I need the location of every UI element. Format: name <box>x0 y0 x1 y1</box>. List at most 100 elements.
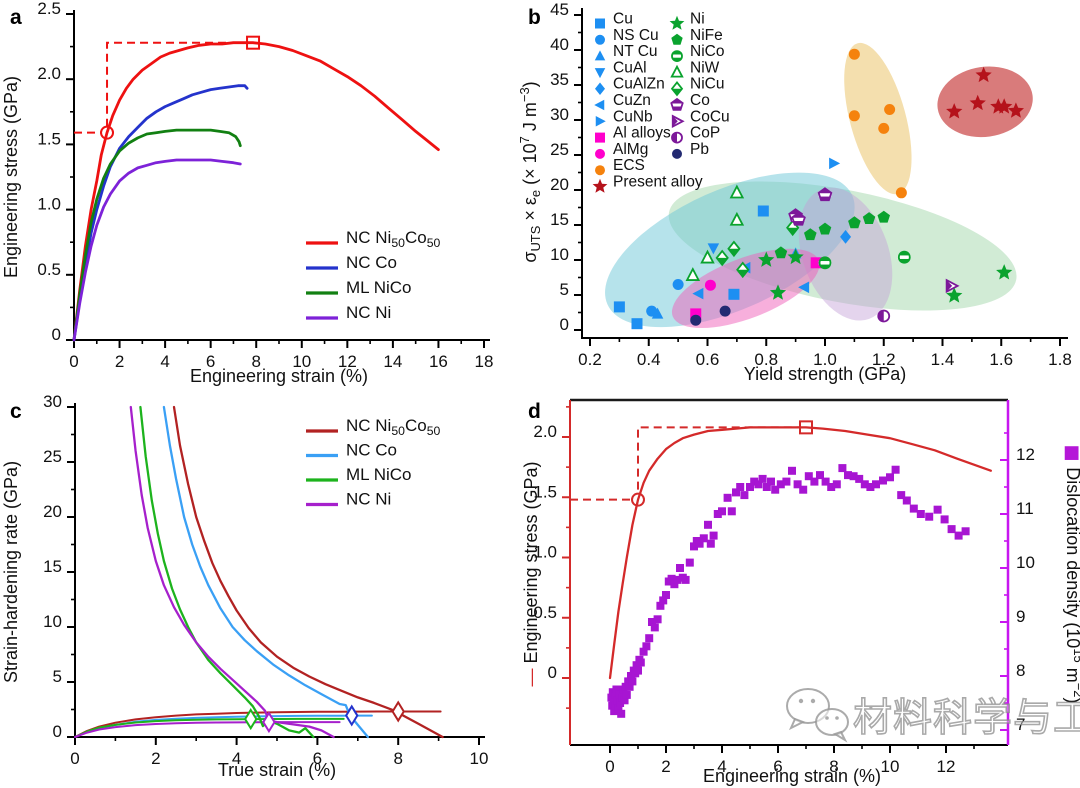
svg-text:ECS: ECS <box>613 157 645 174</box>
svg-text:15: 15 <box>550 210 569 229</box>
svg-text:2.0: 2.0 <box>533 422 557 441</box>
svg-text:0: 0 <box>70 749 79 768</box>
panel-d-stress-curve <box>608 426 992 680</box>
svg-text:Cu: Cu <box>613 11 633 28</box>
svg-text:4: 4 <box>717 757 726 776</box>
svg-text:10: 10 <box>550 245 569 264</box>
svg-text:4: 4 <box>160 352 169 371</box>
svg-text:2.0: 2.0 <box>37 64 61 83</box>
svg-text:CuNb: CuNb <box>613 108 653 125</box>
svg-text:10: 10 <box>43 612 62 631</box>
svg-text:10: 10 <box>292 352 311 371</box>
panel-c-x-axis-label: True strain (%) <box>218 760 336 780</box>
svg-text:True strain (%): True strain (%) <box>218 760 336 780</box>
svg-text:15: 15 <box>43 557 62 576</box>
svg-text:NC Co: NC Co <box>346 441 397 460</box>
svg-text:12: 12 <box>338 352 357 371</box>
svg-text:30: 30 <box>43 394 62 411</box>
svg-text:1.5: 1.5 <box>533 482 557 501</box>
svg-text:NiCu: NiCu <box>690 76 724 93</box>
svg-text:NT Cu: NT Cu <box>613 43 658 60</box>
scatter-group-pb <box>690 305 731 326</box>
svg-text:Al alloys: Al alloys <box>613 125 671 142</box>
svg-text:12: 12 <box>1016 445 1035 464</box>
svg-text:6: 6 <box>206 352 215 371</box>
svg-text:8: 8 <box>829 757 838 776</box>
svg-text:Yield strength (GPa): Yield strength (GPa) <box>744 364 906 384</box>
svg-text:45: 45 <box>550 0 569 19</box>
svg-text:2: 2 <box>661 757 670 776</box>
svg-text:NiFe: NiFe <box>690 27 723 44</box>
scatter-group-almg <box>704 279 716 291</box>
svg-text:Present alloy: Present alloy <box>613 174 703 191</box>
svg-text:35: 35 <box>550 70 569 89</box>
svg-text:9: 9 <box>1016 607 1025 626</box>
svg-text:10: 10 <box>881 757 900 776</box>
panel-d-right-axis-label: ■ Dislocation density (1015 m−2) <box>1062 444 1080 703</box>
svg-text:NC Co: NC Co <box>346 253 397 272</box>
panel-c-hardening-series <box>129 405 444 739</box>
panel-b-ashby-scatter-chart: 0.2 0.4 0.6 0.8 1.0 1.2 1.4 1.6 1.8 0 5 10 15 20 25 30 3… <box>520 0 1072 384</box>
svg-text:8: 8 <box>251 352 260 371</box>
svg-text:0: 0 <box>560 315 569 334</box>
panel-c-legend: NC Ni50Co50 NC Co ML NiCo NC Ni <box>306 416 440 509</box>
svg-text:NS Cu: NS Cu <box>613 27 659 44</box>
svg-text:0.6: 0.6 <box>696 350 720 369</box>
svg-text:— Engineering stress (GPa): — Engineering stress (GPa) <box>521 461 541 686</box>
svg-text:0: 0 <box>605 757 614 776</box>
panel-b-x-axis-label: Yield strength (GPa) <box>744 364 906 384</box>
panel-d-letter: d <box>528 400 541 423</box>
svg-text:8: 8 <box>393 749 402 768</box>
svg-text:10: 10 <box>1016 553 1035 572</box>
svg-text:16: 16 <box>429 352 448 371</box>
svg-text:CuZn: CuZn <box>613 92 651 109</box>
scatter-group-nife <box>774 210 890 259</box>
svg-text:1.0: 1.0 <box>813 350 837 369</box>
svg-text:1.0: 1.0 <box>533 543 557 562</box>
svg-text:2: 2 <box>151 749 160 768</box>
svg-text:0: 0 <box>53 722 62 741</box>
panel-b-y-axis-label: σUTS × εe (× 107 J m−3) <box>520 81 543 262</box>
panel-a-series <box>72 41 440 342</box>
svg-text:CuAlZn: CuAlZn <box>613 76 665 93</box>
svg-text:NiW: NiW <box>690 59 720 76</box>
svg-text:0.4: 0.4 <box>637 350 661 369</box>
svg-text:5: 5 <box>53 667 62 686</box>
svg-text:11: 11 <box>1016 499 1034 518</box>
panel-a-letter: a <box>10 6 22 29</box>
svg-text:8: 8 <box>1016 661 1025 680</box>
svg-text:0.8: 0.8 <box>754 350 778 369</box>
svg-text:0.2: 0.2 <box>578 350 602 369</box>
svg-text:Pb: Pb <box>690 141 709 158</box>
panel-d-x-axis-label: Engineering strain (%) <box>703 766 881 786</box>
panel-c-letter: c <box>10 400 22 423</box>
scatter-group-cop <box>877 309 891 323</box>
panel-c-strain-hardening-chart: 0 2 4 6 8 10 0 5 10 15 20 25 30 True strain (%) Strain… <box>1 394 489 780</box>
svg-text:NC Ni: NC Ni <box>346 303 391 322</box>
panel-b-scatter-points <box>613 48 1024 330</box>
svg-text:Ni: Ni <box>690 11 705 28</box>
scatter-group-cu <box>613 205 769 330</box>
scatter-group-nico <box>818 250 911 270</box>
panel-b-cluster-ellipses <box>605 42 1033 328</box>
panel-b-axes: 0.2 0.4 0.6 0.8 1.0 1.2 1.4 1.6 1.8 0 5 10 15 20 25 30 3… <box>550 0 1072 369</box>
svg-text:0.5: 0.5 <box>533 603 557 622</box>
panel-c-y-axis-label: Strain-hardening rate (GPa) <box>1 461 21 683</box>
panel-a-x-axis-label: Engineering strain (%) <box>190 366 368 386</box>
panel-a-y-axis-label: Engineering stress (GPa) <box>1 76 21 278</box>
svg-text:10: 10 <box>470 749 489 768</box>
panel-d-density-scatter <box>607 464 970 718</box>
svg-text:1.8: 1.8 <box>1048 350 1072 369</box>
svg-text:NC Ni50Co50: NC Ni50Co50 <box>346 228 440 250</box>
scatter-group-ns-cu <box>646 279 684 317</box>
svg-text:NC Ni50Co50: NC Ni50Co50 <box>346 416 440 438</box>
panel-c-necking-markers <box>243 700 405 734</box>
svg-text:NC Ni: NC Ni <box>346 490 391 509</box>
scatter-group-co <box>788 187 833 226</box>
svg-text:0: 0 <box>69 352 78 371</box>
svg-text:20: 20 <box>43 502 62 521</box>
svg-text:Engineering stress (GPa): Engineering stress (GPa) <box>1 76 21 278</box>
svg-text:1.0: 1.0 <box>37 195 61 214</box>
